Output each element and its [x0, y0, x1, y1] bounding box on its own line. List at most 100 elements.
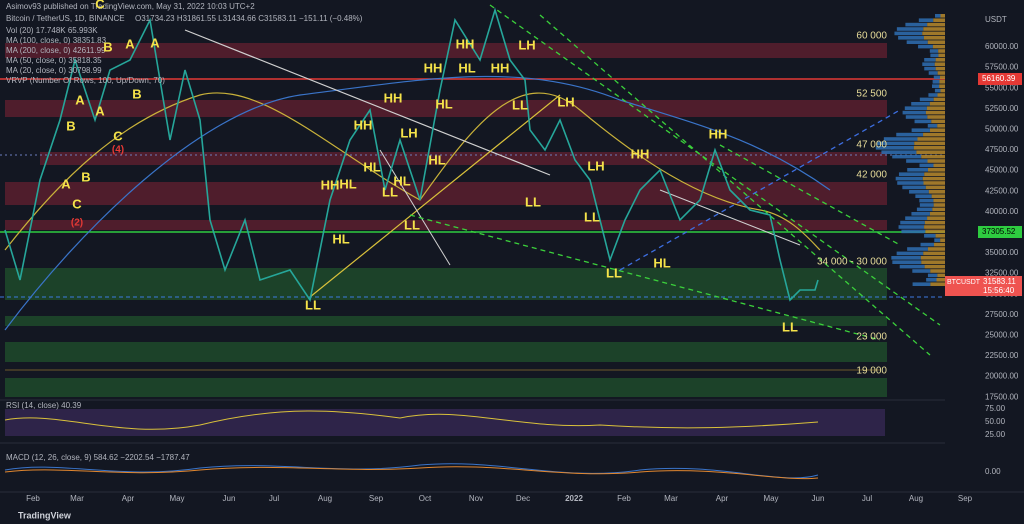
time-label: Feb	[26, 494, 40, 503]
profile-bar	[925, 229, 945, 234]
profile-bar	[923, 36, 945, 40]
rsi-axis-label: 50.00	[985, 417, 1006, 426]
profile-bar	[921, 154, 945, 159]
wave-label: LL	[606, 265, 622, 280]
wave-label: LL	[382, 184, 398, 199]
profile-bar	[927, 247, 945, 251]
price-path	[4, 7, 819, 303]
publisher: Asimov93 published on TradingView.com, M…	[6, 2, 255, 11]
profile-bar	[934, 88, 941, 93]
profile-bar	[939, 75, 945, 80]
moving-average	[4, 92, 821, 251]
wave-label: HH	[424, 60, 443, 75]
profile-bar	[918, 44, 933, 49]
symbol: Bitcoin / TetherUS, 1D, BINANCE	[6, 14, 125, 23]
macd-label: MACD (12, 26, close, 9) 584.62 −2202.54 …	[6, 453, 190, 462]
wave-label: HL	[428, 152, 445, 167]
wave-label: C	[72, 196, 82, 211]
profile-bar	[939, 80, 945, 84]
profile-bar	[902, 110, 926, 115]
drawings	[4, 4, 941, 371]
time-label: Aug	[909, 494, 923, 503]
price-label: 25000.00	[985, 331, 1019, 340]
wave-label: LH	[557, 94, 574, 109]
price-badge	[978, 73, 1022, 85]
profile-bar	[923, 132, 945, 137]
time-label: Oct	[419, 494, 432, 503]
profile-bar	[912, 282, 931, 286]
profile-bar	[923, 251, 945, 256]
price-label: 20000.00	[985, 372, 1019, 381]
profile-bar	[929, 102, 945, 106]
price-badge-text: 31583.11	[983, 277, 1016, 286]
wave-label: HL	[332, 231, 349, 246]
wave-label: HL	[458, 60, 475, 75]
profile-bar	[931, 119, 945, 124]
price-label: 55000.00	[985, 83, 1019, 92]
ohlc: O31734.23 H31861.55 L31434.66 C31583.11 …	[135, 14, 363, 23]
profile-bar	[912, 269, 931, 273]
profile-bar	[927, 124, 938, 128]
time-label: Mar	[664, 494, 678, 503]
wave-label: B	[66, 118, 75, 133]
wave-label: A	[125, 36, 135, 51]
profile-bar	[922, 31, 945, 36]
price-label: 52500.00	[985, 104, 1019, 113]
profile-bar	[916, 150, 945, 154]
footer	[0, 508, 1024, 524]
profile-bar	[936, 278, 945, 282]
wave-label: LL	[584, 209, 600, 224]
wave-label: LH	[587, 158, 604, 173]
price-label: 47500.00	[985, 145, 1019, 154]
trendline	[719, 144, 901, 246]
trendline	[409, 214, 881, 341]
price-label: 60000.00	[985, 42, 1019, 51]
profile-bar	[905, 115, 928, 119]
level-label: 23 000	[856, 332, 887, 343]
profile-bar	[927, 273, 938, 278]
profile-bar	[927, 216, 945, 220]
indicator-label: MA (100, close, 0) 38351.83	[6, 36, 107, 45]
footer-logo: TradingView	[18, 510, 72, 520]
price-label: 57500.00	[985, 63, 1019, 72]
profile-bar	[930, 282, 945, 286]
price-label: 22500.00	[985, 351, 1019, 360]
time-label: Dec	[516, 494, 530, 503]
time-label: Apr	[122, 494, 135, 503]
profile-bar	[919, 163, 934, 168]
profile-bar	[881, 150, 917, 154]
level-label: 47 000	[856, 140, 887, 151]
macd-axis-label: 0.00	[985, 467, 1001, 476]
profile-bar	[922, 176, 945, 181]
price-label: 32500.00	[985, 269, 1019, 278]
profile-bar	[898, 36, 924, 40]
wave-label: (4)	[112, 145, 124, 156]
support-zone	[5, 378, 887, 397]
indicator-label: MA (200, close, 0) 42611.99	[6, 46, 106, 55]
wave-label: A	[150, 35, 160, 50]
profile-bar	[907, 247, 928, 251]
profile-bar	[909, 190, 929, 194]
price-label: 40000.00	[985, 207, 1019, 216]
price-badge	[978, 226, 1022, 238]
time-label: Jun	[812, 494, 825, 503]
profile-bar	[914, 141, 945, 146]
profile-bar	[900, 220, 925, 225]
rsi-line	[4, 410, 819, 430]
profile-bar	[911, 212, 930, 216]
profile-bar	[925, 110, 945, 115]
support-zone	[5, 268, 887, 300]
profile-bar	[918, 18, 934, 22]
profile-bar	[934, 238, 941, 242]
rsi-axis-label: 75.00	[985, 404, 1006, 413]
time-label: Nov	[469, 494, 483, 503]
trendline	[309, 94, 561, 298]
profile-bar	[905, 216, 928, 220]
indicator-label: VRVP (Number Of Rows, 100, Up/Down, 70)	[6, 76, 165, 85]
wave-label: HL	[363, 159, 380, 174]
profile-bar	[930, 53, 939, 58]
time-label: Jun	[223, 494, 236, 503]
profile-bar	[930, 269, 945, 273]
profile-bar	[935, 58, 945, 62]
signal-line	[4, 466, 819, 480]
